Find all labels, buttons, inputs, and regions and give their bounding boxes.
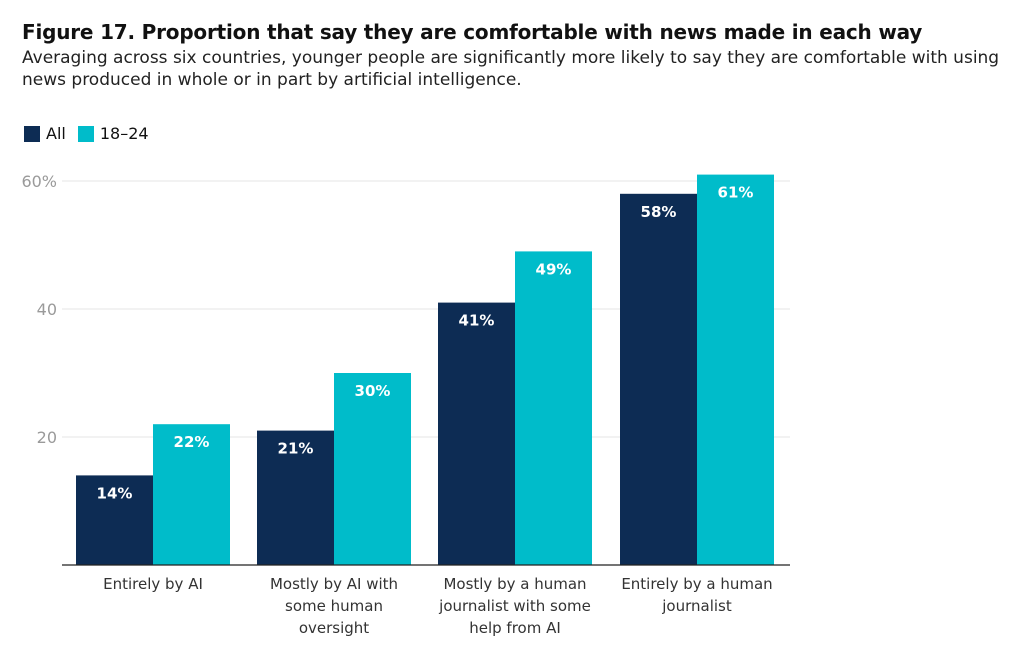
- chart-subtitle: Averaging across six countries, younger …: [22, 48, 1000, 90]
- data-label: 61%: [718, 184, 754, 202]
- bar-all: [620, 193, 697, 566]
- x-category-label: help from AI: [469, 619, 561, 637]
- legend-item-18-24: 18–24: [77, 124, 149, 143]
- x-category-label: some human: [285, 597, 383, 615]
- bar-18-24: [153, 424, 230, 565]
- bar-all: [438, 302, 515, 565]
- x-category-label: Mostly by a human: [443, 575, 586, 593]
- x-category-label: Mostly by AI with: [270, 575, 398, 593]
- x-category-label: oversight: [299, 619, 369, 637]
- legend-label-all: All: [46, 124, 66, 143]
- chart-title: Figure 17. Proportion that say they are …: [22, 20, 923, 44]
- legend-label-18-24: 18–24: [99, 124, 149, 143]
- y-tick-label: 60%: [21, 172, 57, 191]
- data-label: 49%: [536, 260, 572, 278]
- data-label: 58%: [641, 203, 677, 221]
- bar-18-24: [697, 174, 774, 565]
- legend-swatch-18-24: [77, 125, 94, 142]
- x-category-label: Entirely by AI: [103, 575, 203, 593]
- data-label: 30%: [355, 382, 391, 400]
- y-tick-label: 40: [37, 300, 57, 319]
- bar-18-24: [515, 251, 592, 565]
- bar-all: [257, 430, 334, 565]
- y-tick-label: 20: [37, 428, 57, 447]
- data-label: 14%: [97, 484, 133, 502]
- x-category-label: journalist with some: [438, 597, 591, 615]
- legend-swatch-all: [24, 125, 40, 142]
- legend-item-all: All: [24, 124, 66, 143]
- x-category-label: Entirely by a human: [621, 575, 772, 593]
- data-label: 21%: [278, 440, 314, 458]
- data-label: 41%: [459, 312, 495, 330]
- bar-all: [76, 475, 153, 565]
- legend: All 18–24: [24, 124, 161, 143]
- data-label: 22%: [174, 433, 210, 451]
- bar-18-24: [334, 373, 411, 565]
- x-category-label: journalist: [661, 597, 732, 615]
